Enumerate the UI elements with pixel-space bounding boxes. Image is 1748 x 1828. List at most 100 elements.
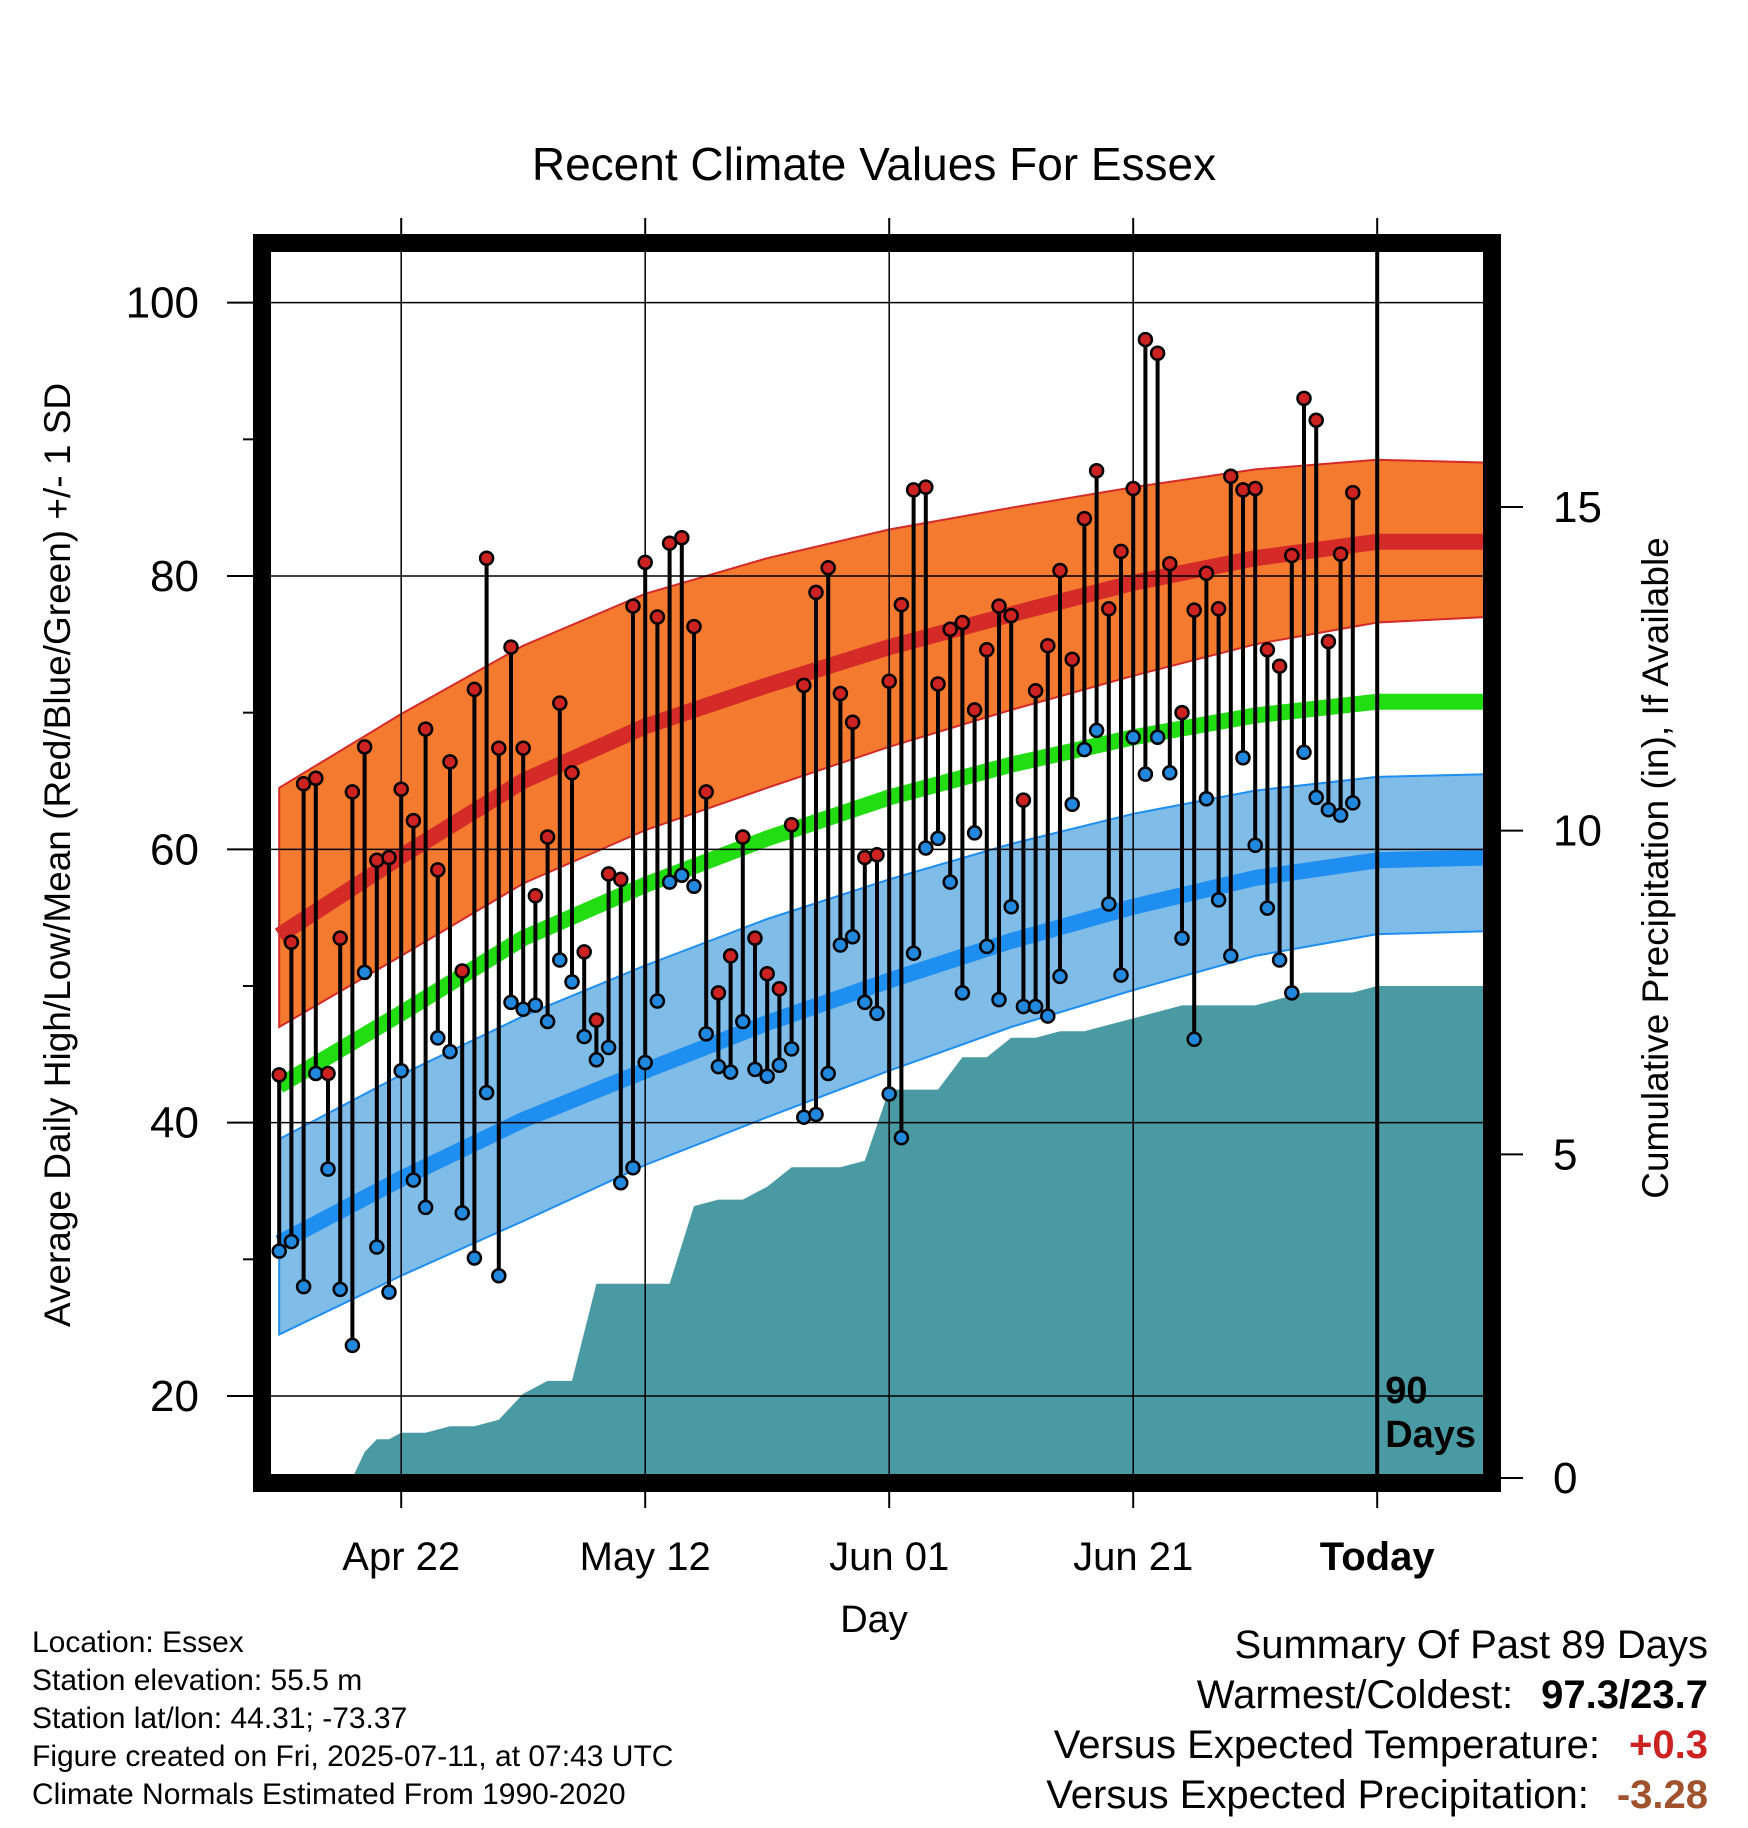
high-point bbox=[393, 781, 409, 797]
y-tick-label: 20 bbox=[150, 1372, 199, 1421]
low-point bbox=[1040, 1008, 1056, 1024]
high-point bbox=[356, 739, 373, 755]
station-info: Location: Essex Station elevation: 55.5 … bbox=[32, 1624, 673, 1814]
high-point bbox=[857, 849, 873, 866]
high-point bbox=[686, 618, 702, 635]
low-point bbox=[637, 1054, 653, 1071]
high-point bbox=[1296, 390, 1312, 407]
high-point bbox=[1284, 547, 1300, 564]
low-point bbox=[783, 1041, 800, 1057]
low-point bbox=[1332, 807, 1349, 823]
high-point bbox=[344, 784, 361, 800]
x-tick-label: Today bbox=[1320, 1535, 1436, 1579]
precipitation-area bbox=[279, 986, 1487, 1478]
high-point bbox=[1308, 412, 1324, 428]
high-point bbox=[637, 554, 653, 571]
high-point bbox=[722, 948, 739, 964]
high-point bbox=[454, 963, 470, 979]
y2-tick-label: 0 bbox=[1553, 1454, 1577, 1503]
low-point bbox=[466, 1250, 483, 1266]
high-point bbox=[930, 676, 946, 692]
low-point bbox=[1149, 729, 1166, 746]
high-point bbox=[1064, 651, 1080, 668]
today-days-label-line: Days bbox=[1385, 1414, 1476, 1456]
low-point bbox=[771, 1057, 788, 1074]
x-tick-label: May 12 bbox=[580, 1535, 711, 1579]
high-point bbox=[905, 482, 922, 498]
low-point bbox=[857, 994, 873, 1011]
high-point bbox=[881, 673, 897, 689]
high-point bbox=[613, 871, 629, 888]
x-tick-label: Jun 21 bbox=[1073, 1535, 1193, 1579]
low-point bbox=[674, 867, 690, 884]
low-point bbox=[1076, 741, 1093, 758]
low-point bbox=[405, 1172, 422, 1188]
low-point bbox=[832, 937, 849, 953]
high-point bbox=[625, 598, 641, 614]
high-point bbox=[783, 816, 800, 833]
summary-temp: Versus Expected Temperature: +0.3 bbox=[1046, 1720, 1708, 1770]
high-point bbox=[295, 775, 312, 792]
y-tick-label: 100 bbox=[126, 279, 199, 328]
low-point bbox=[1186, 1031, 1202, 1048]
high-point bbox=[320, 1065, 336, 1082]
high-point bbox=[332, 930, 348, 946]
plot-frame bbox=[253, 234, 1501, 1492]
low-point bbox=[991, 991, 1007, 1008]
high-point bbox=[527, 888, 544, 904]
high-point bbox=[979, 642, 995, 658]
plot-inner bbox=[267, 248, 1487, 1478]
x-tick-label: Jun 01 bbox=[829, 1535, 949, 1579]
low-point bbox=[283, 1233, 300, 1250]
low-point bbox=[417, 1199, 434, 1216]
low-point bbox=[393, 1062, 409, 1079]
high-point bbox=[698, 784, 714, 800]
high-point bbox=[1259, 642, 1276, 658]
high-point bbox=[1003, 607, 1019, 624]
today-days-label: 90 Days bbox=[1385, 1370, 1476, 1456]
low-point bbox=[1210, 892, 1227, 908]
low-point bbox=[491, 1267, 507, 1284]
low-point bbox=[454, 1205, 470, 1221]
low-point bbox=[1137, 766, 1154, 782]
low-point bbox=[625, 1160, 641, 1176]
high-point bbox=[1162, 555, 1178, 572]
high-point bbox=[564, 765, 580, 781]
temp-value: +0.3 bbox=[1629, 1723, 1708, 1767]
high-point bbox=[1345, 484, 1361, 501]
low-point bbox=[686, 878, 702, 894]
x-tick-label: Apr 22 bbox=[342, 1535, 460, 1579]
high-point bbox=[710, 985, 727, 1001]
low-point bbox=[722, 1064, 739, 1080]
high-point bbox=[1125, 480, 1141, 497]
high-point bbox=[1332, 546, 1349, 562]
low-point bbox=[649, 993, 666, 1009]
low-point bbox=[905, 945, 922, 961]
x-axis-label: Day bbox=[840, 1599, 908, 1641]
high-point bbox=[808, 584, 824, 601]
high-point bbox=[844, 714, 861, 730]
high-point bbox=[1247, 480, 1263, 497]
low-point bbox=[1345, 795, 1361, 811]
plot-area: 90 Days Apr 22 May 12 Jun 01 Jun 21 Today 20 40 6… bbox=[126, 218, 1602, 1579]
low-point bbox=[661, 874, 678, 890]
low-point bbox=[613, 1175, 629, 1191]
high-point bbox=[820, 560, 836, 576]
high-point bbox=[771, 980, 788, 997]
low-point bbox=[1064, 796, 1080, 812]
high-point bbox=[417, 721, 434, 737]
high-sd-band bbox=[278, 458, 1487, 1029]
high-point bbox=[1040, 637, 1056, 654]
low-point bbox=[1113, 967, 1129, 983]
low-point bbox=[820, 1065, 836, 1082]
low-point bbox=[930, 830, 946, 847]
warm-cold-value: 97.3/23.7 bbox=[1541, 1673, 1708, 1717]
y2-tick-label: 15 bbox=[1553, 483, 1602, 532]
summary-precip: Versus Expected Precipitation: -3.28 bbox=[1046, 1770, 1708, 1820]
high-point bbox=[991, 598, 1007, 614]
low-point bbox=[1088, 722, 1105, 739]
high-point bbox=[954, 614, 971, 631]
low-point bbox=[1259, 900, 1276, 916]
high-point bbox=[600, 866, 617, 882]
